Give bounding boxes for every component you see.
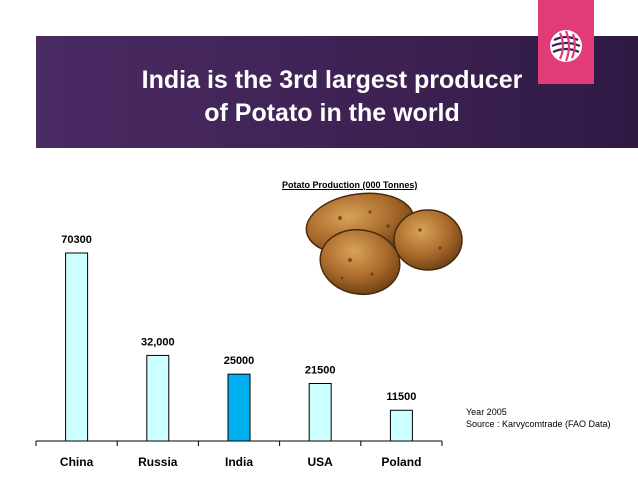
bar-poland (389, 409, 413, 442)
year-note: Year 2005 (466, 407, 507, 417)
source-note: Year 2005 Source : Karvycomtrade (FAO Da… (466, 406, 611, 430)
data-label-russia: 32,000 (141, 336, 175, 348)
title-band (36, 36, 638, 148)
bar-china (65, 252, 89, 442)
globe-icon (550, 30, 582, 62)
potato-illustration (305, 192, 463, 296)
tick-label-russia: Russia (138, 455, 178, 469)
data-label-poland: 11500 (386, 391, 416, 403)
bar-india (227, 373, 251, 442)
data-label-usa: 21500 (305, 365, 336, 377)
bar-russia (146, 354, 170, 442)
tick-label-china: China (60, 455, 94, 469)
data-label-china: 70300 (61, 234, 92, 246)
data-label-india: 25000 (224, 355, 255, 367)
tick-label-usa: USA (308, 455, 334, 469)
bar-usa (308, 383, 332, 442)
tick-label-poland: Poland (381, 455, 421, 469)
source-text: Source : Karvycomtrade (FAO Data) (466, 419, 611, 429)
slide-title-line-1: India is the 3rd largest producer (141, 66, 523, 94)
chart-title: Potato Production (000 Tonnes) (282, 180, 418, 190)
tick-label-india: India (225, 455, 253, 469)
slide-title-line-2: of Potato in the world (204, 99, 460, 127)
slide-title: India is the 3rd largest producer of Pot… (92, 64, 572, 130)
